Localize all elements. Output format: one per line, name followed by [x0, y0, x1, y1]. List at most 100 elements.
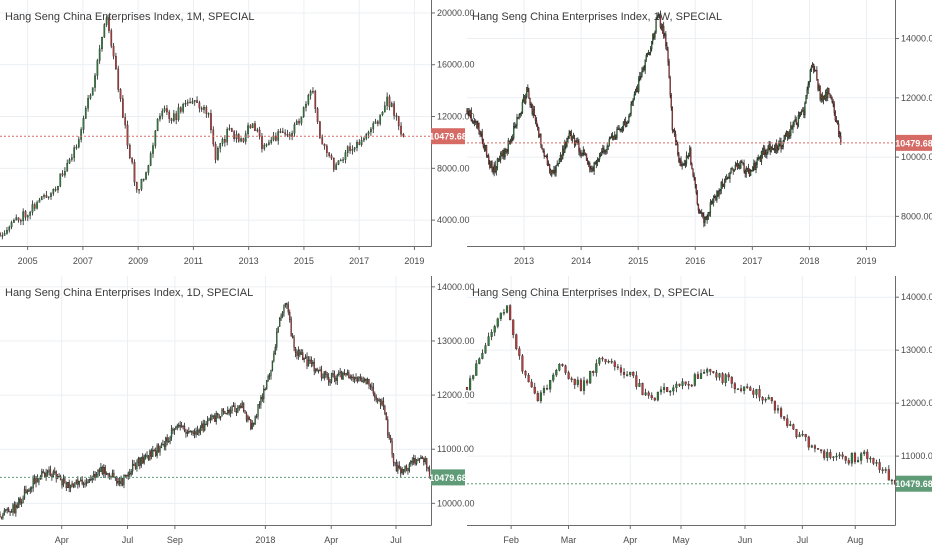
candle-body: [90, 479, 92, 481]
candle-body: [667, 49, 669, 62]
candle-body: [816, 70, 818, 80]
candle-body: [120, 478, 122, 484]
candle-body: [586, 380, 589, 384]
candle-body: [638, 383, 641, 387]
candle-body: [610, 136, 613, 138]
candle-body: [242, 402, 245, 411]
candle-body: [683, 163, 685, 166]
candle-body: [356, 378, 359, 382]
candle-body: [124, 474, 127, 477]
candle-body: [3, 510, 5, 516]
candle-body: [672, 129, 675, 132]
candle-body: [785, 131, 788, 137]
candle-body: [765, 153, 767, 155]
candle-body: [189, 101, 191, 104]
candle-body: [838, 454, 841, 457]
candle-body: [222, 409, 225, 412]
x-tick-label: 2007: [73, 256, 93, 266]
candle-body: [505, 149, 507, 153]
candle-body: [242, 138, 245, 142]
candle-body: [641, 71, 643, 77]
candle-body: [564, 142, 566, 153]
candle-body: [718, 190, 720, 196]
candle-body: [743, 386, 746, 391]
candle-body: [628, 116, 630, 122]
candle-body: [832, 101, 834, 105]
candle-body: [832, 456, 835, 458]
candle-body: [402, 134, 405, 137]
candle-body: [289, 312, 291, 320]
candle-body: [199, 427, 202, 433]
candle-body: [636, 88, 639, 92]
candle-body: [735, 163, 738, 166]
candle-body: [638, 78, 640, 92]
candle-body: [515, 125, 517, 127]
candle-body: [309, 91, 312, 96]
candle-body: [517, 117, 519, 119]
candle-body: [372, 123, 375, 130]
candle-body: [711, 201, 714, 204]
candle-body: [401, 469, 403, 474]
candle-body: [25, 489, 27, 494]
candle-body: [136, 462, 138, 469]
candle-body: [144, 455, 147, 457]
candle-body: [766, 152, 768, 155]
candle-body: [202, 423, 204, 431]
y-tick-label: 10000.00: [437, 498, 475, 508]
candle-body: [509, 140, 512, 142]
candle-body: [238, 405, 240, 409]
candle-body: [245, 413, 248, 421]
current-price-label: 10479.68: [429, 473, 467, 483]
candle-body: [303, 357, 305, 360]
candle-body: [241, 402, 243, 408]
candle-body: [224, 139, 226, 143]
candle-body: [619, 367, 623, 373]
candle-body: [567, 372, 570, 379]
candle-body: [507, 140, 509, 152]
candle-body: [326, 145, 328, 153]
candle-body: [280, 315, 282, 319]
candle-body: [565, 142, 567, 147]
candle-body: [529, 97, 531, 105]
candle-body: [114, 476, 116, 479]
candle-body: [296, 352, 298, 356]
candle-body: [307, 360, 310, 367]
candle-body: [154, 130, 157, 146]
candle-body: [826, 92, 828, 99]
chart-title: Hang Seng China Enterprises Index, 1W, S…: [472, 11, 722, 23]
candle-body: [629, 113, 631, 117]
candle-body: [584, 153, 587, 156]
candle-body: [123, 475, 125, 486]
candle-body: [651, 41, 653, 49]
candle-body: [172, 428, 174, 431]
candle-body: [71, 483, 73, 486]
candle-body: [748, 170, 751, 176]
candle-body: [67, 482, 69, 489]
candle-body: [97, 469, 99, 475]
candle-body: [656, 391, 659, 401]
candle-body: [497, 158, 500, 162]
candle-body: [291, 336, 294, 338]
candle-body: [595, 363, 598, 373]
x-tick-label: 2019: [404, 256, 424, 266]
candle-body: [626, 374, 629, 376]
current-price-badge: [431, 128, 465, 145]
candle-body: [266, 380, 268, 390]
candle-body: [694, 177, 696, 185]
candle-body: [554, 170, 556, 173]
candle-body: [519, 113, 521, 116]
x-tick-label: 2013: [514, 256, 534, 266]
candle-body: [578, 142, 580, 152]
candle-body: [191, 431, 193, 433]
candle-body: [78, 481, 80, 485]
candle-body: [33, 478, 36, 484]
candle-body: [195, 431, 197, 436]
candle-body: [345, 373, 347, 376]
candle-body: [420, 456, 422, 460]
candle-body: [465, 387, 469, 390]
candle-body: [96, 60, 99, 76]
y-tick-label: 14000.00: [901, 292, 932, 302]
candle-body: [335, 164, 337, 170]
candle-body: [343, 372, 346, 375]
x-tick-label: Jul: [390, 535, 402, 545]
